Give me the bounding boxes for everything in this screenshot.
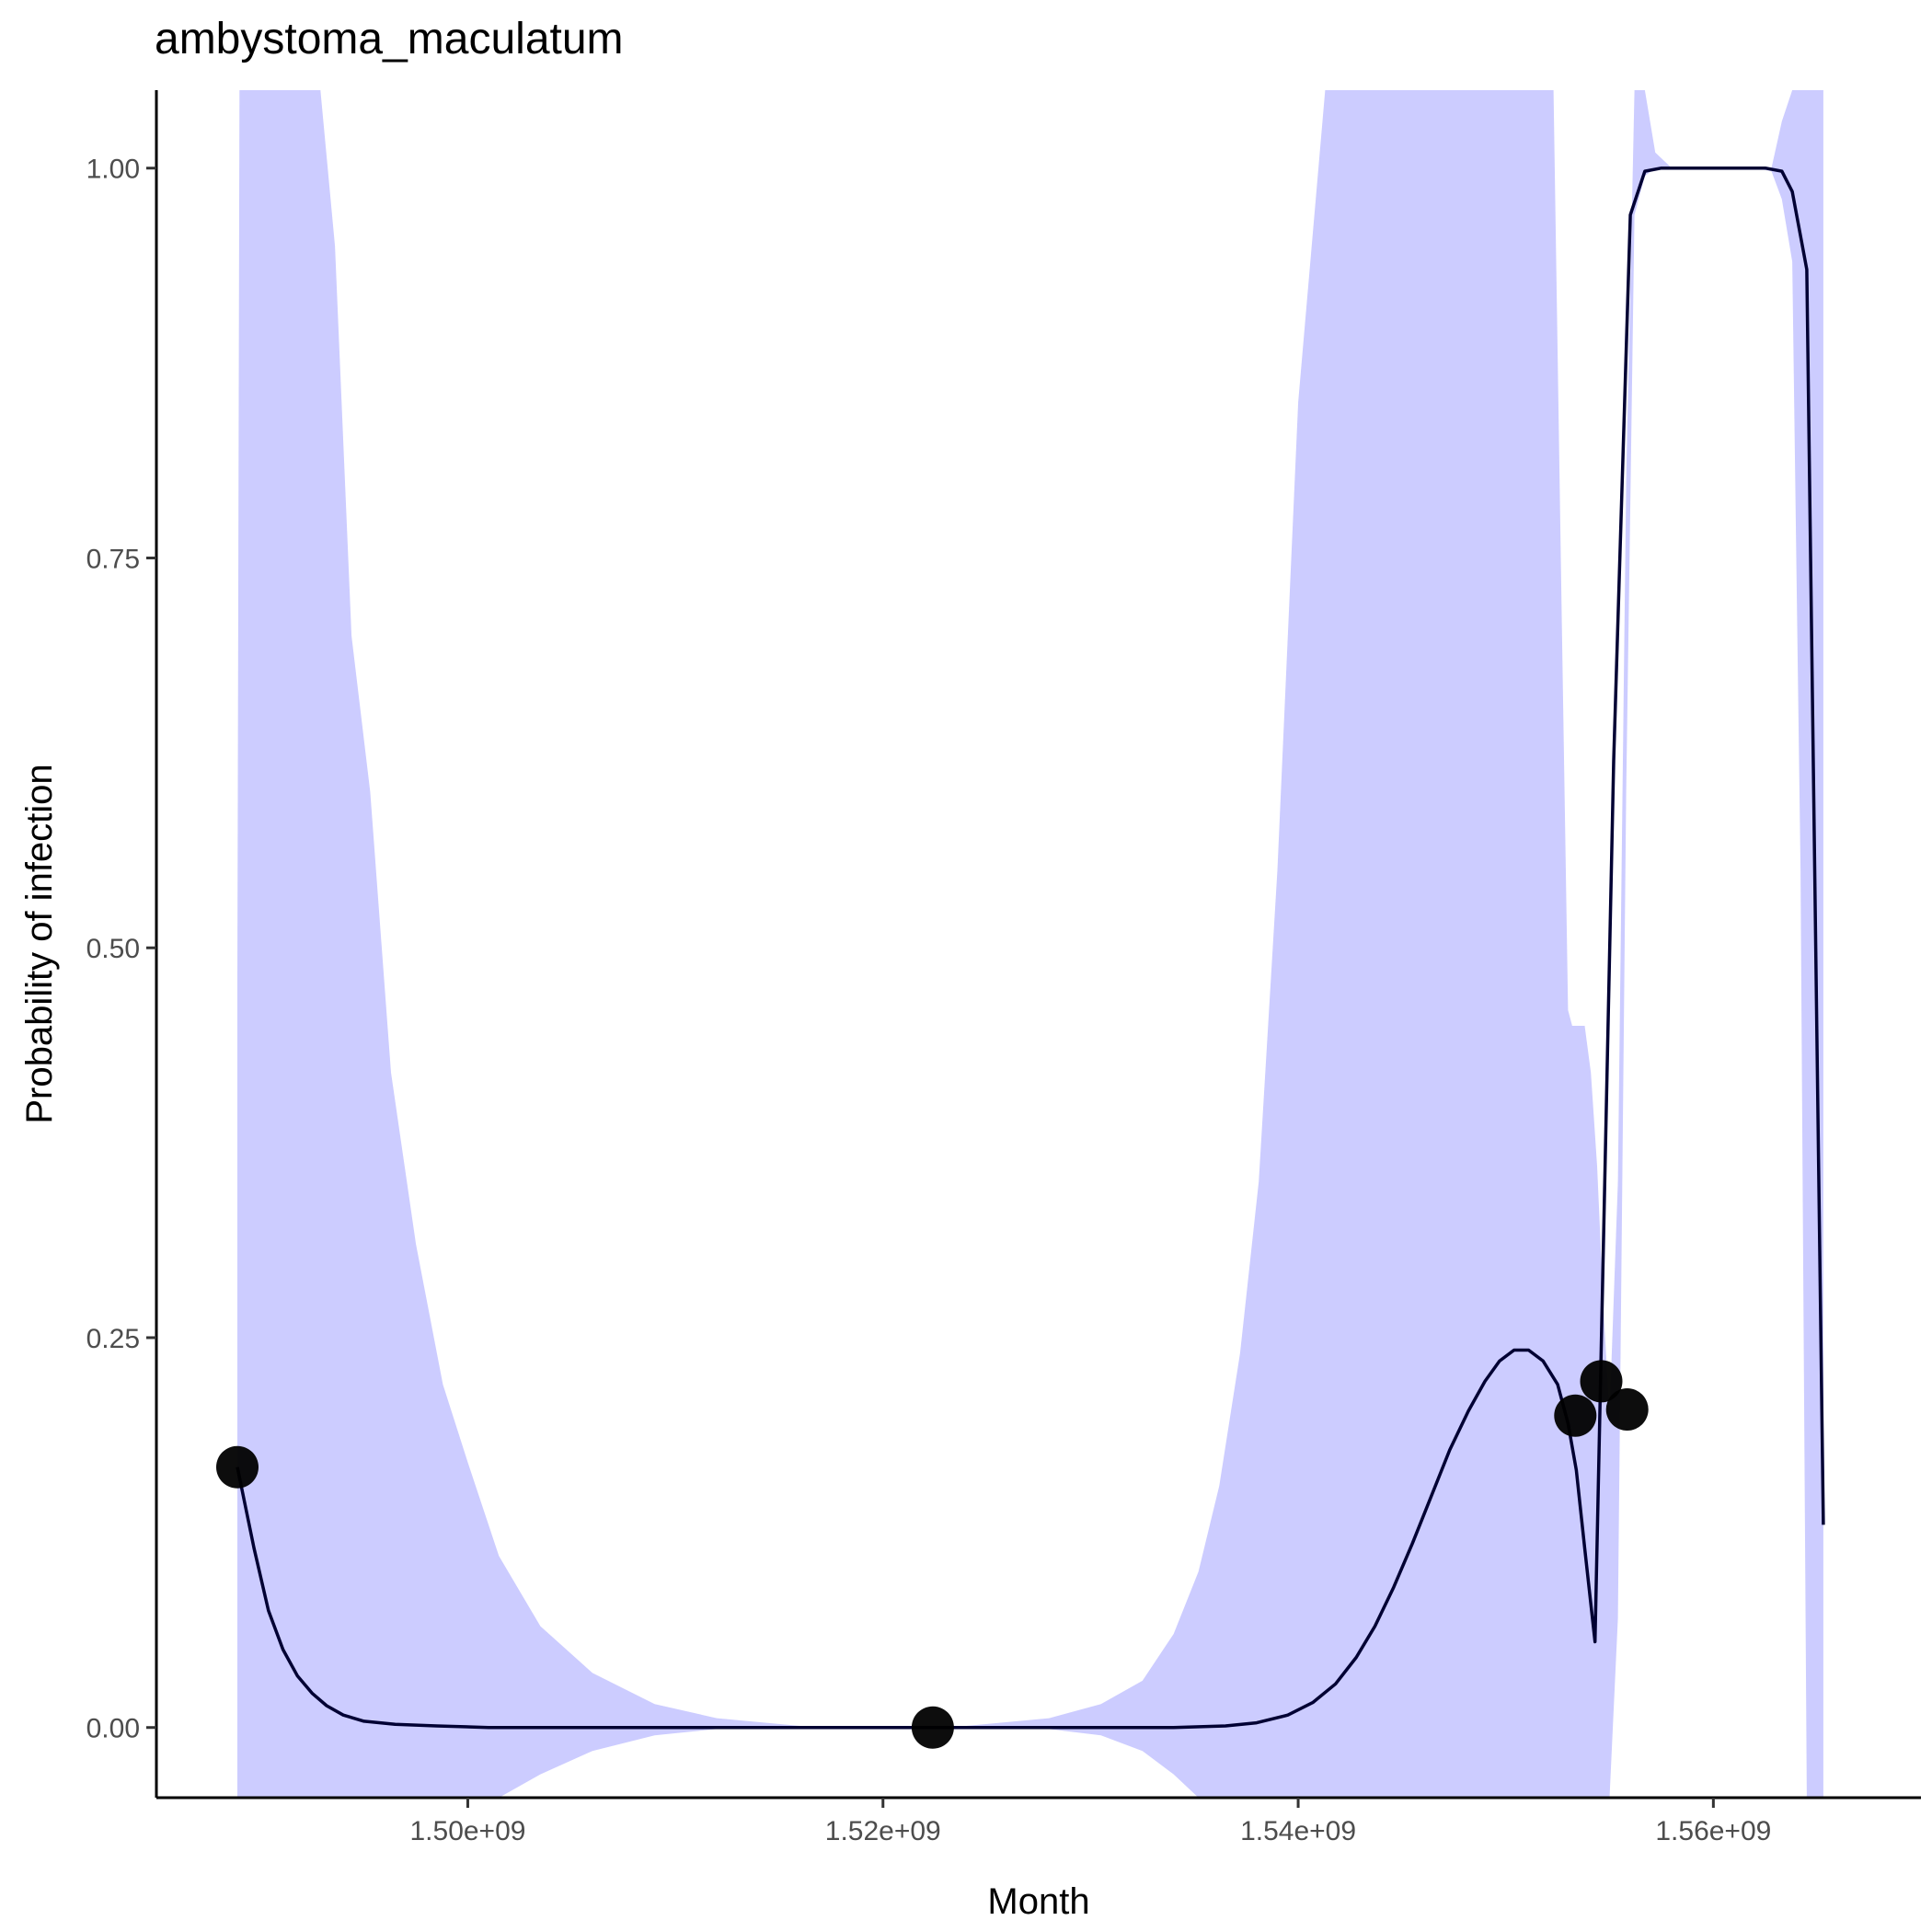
data-point <box>1605 1388 1649 1431</box>
x-tick-label: 1.50e+09 <box>409 1816 525 1846</box>
y-tick-label: 0.25 <box>86 1324 140 1354</box>
ribbon-area <box>237 90 1823 1798</box>
y-tick-label: 0.75 <box>86 544 140 574</box>
confidence-ribbon <box>237 90 1823 1798</box>
data-point <box>1554 1394 1597 1437</box>
y-tick-label: 1.00 <box>86 155 140 185</box>
data-point <box>911 1706 954 1749</box>
fit-line <box>236 166 1825 1730</box>
fit-line-layer <box>236 166 1825 1730</box>
y-tick-label: 0.00 <box>86 1714 140 1744</box>
chart-title: ambystoma_maculatum <box>155 15 624 63</box>
x-tick-label: 1.52e+09 <box>825 1816 941 1846</box>
data-point <box>216 1445 259 1489</box>
x-tick-label: 1.54e+09 <box>1240 1816 1356 1846</box>
y-axis-title: Probability of infection <box>19 764 60 1123</box>
x-axis-ticks: 1.50e+09 1.52e+09 1.54e+09 1.56e+09 <box>409 1798 1771 1846</box>
data-point <box>1580 1360 1623 1403</box>
y-tick-label: 0.50 <box>86 934 140 964</box>
y-axis-ticks: 0.00 0.25 0.50 0.75 1.00 <box>86 155 156 1744</box>
x-axis-title: Month <box>987 1881 1089 1922</box>
observation-points <box>216 1360 1649 1749</box>
x-tick-label: 1.56e+09 <box>1655 1816 1771 1846</box>
